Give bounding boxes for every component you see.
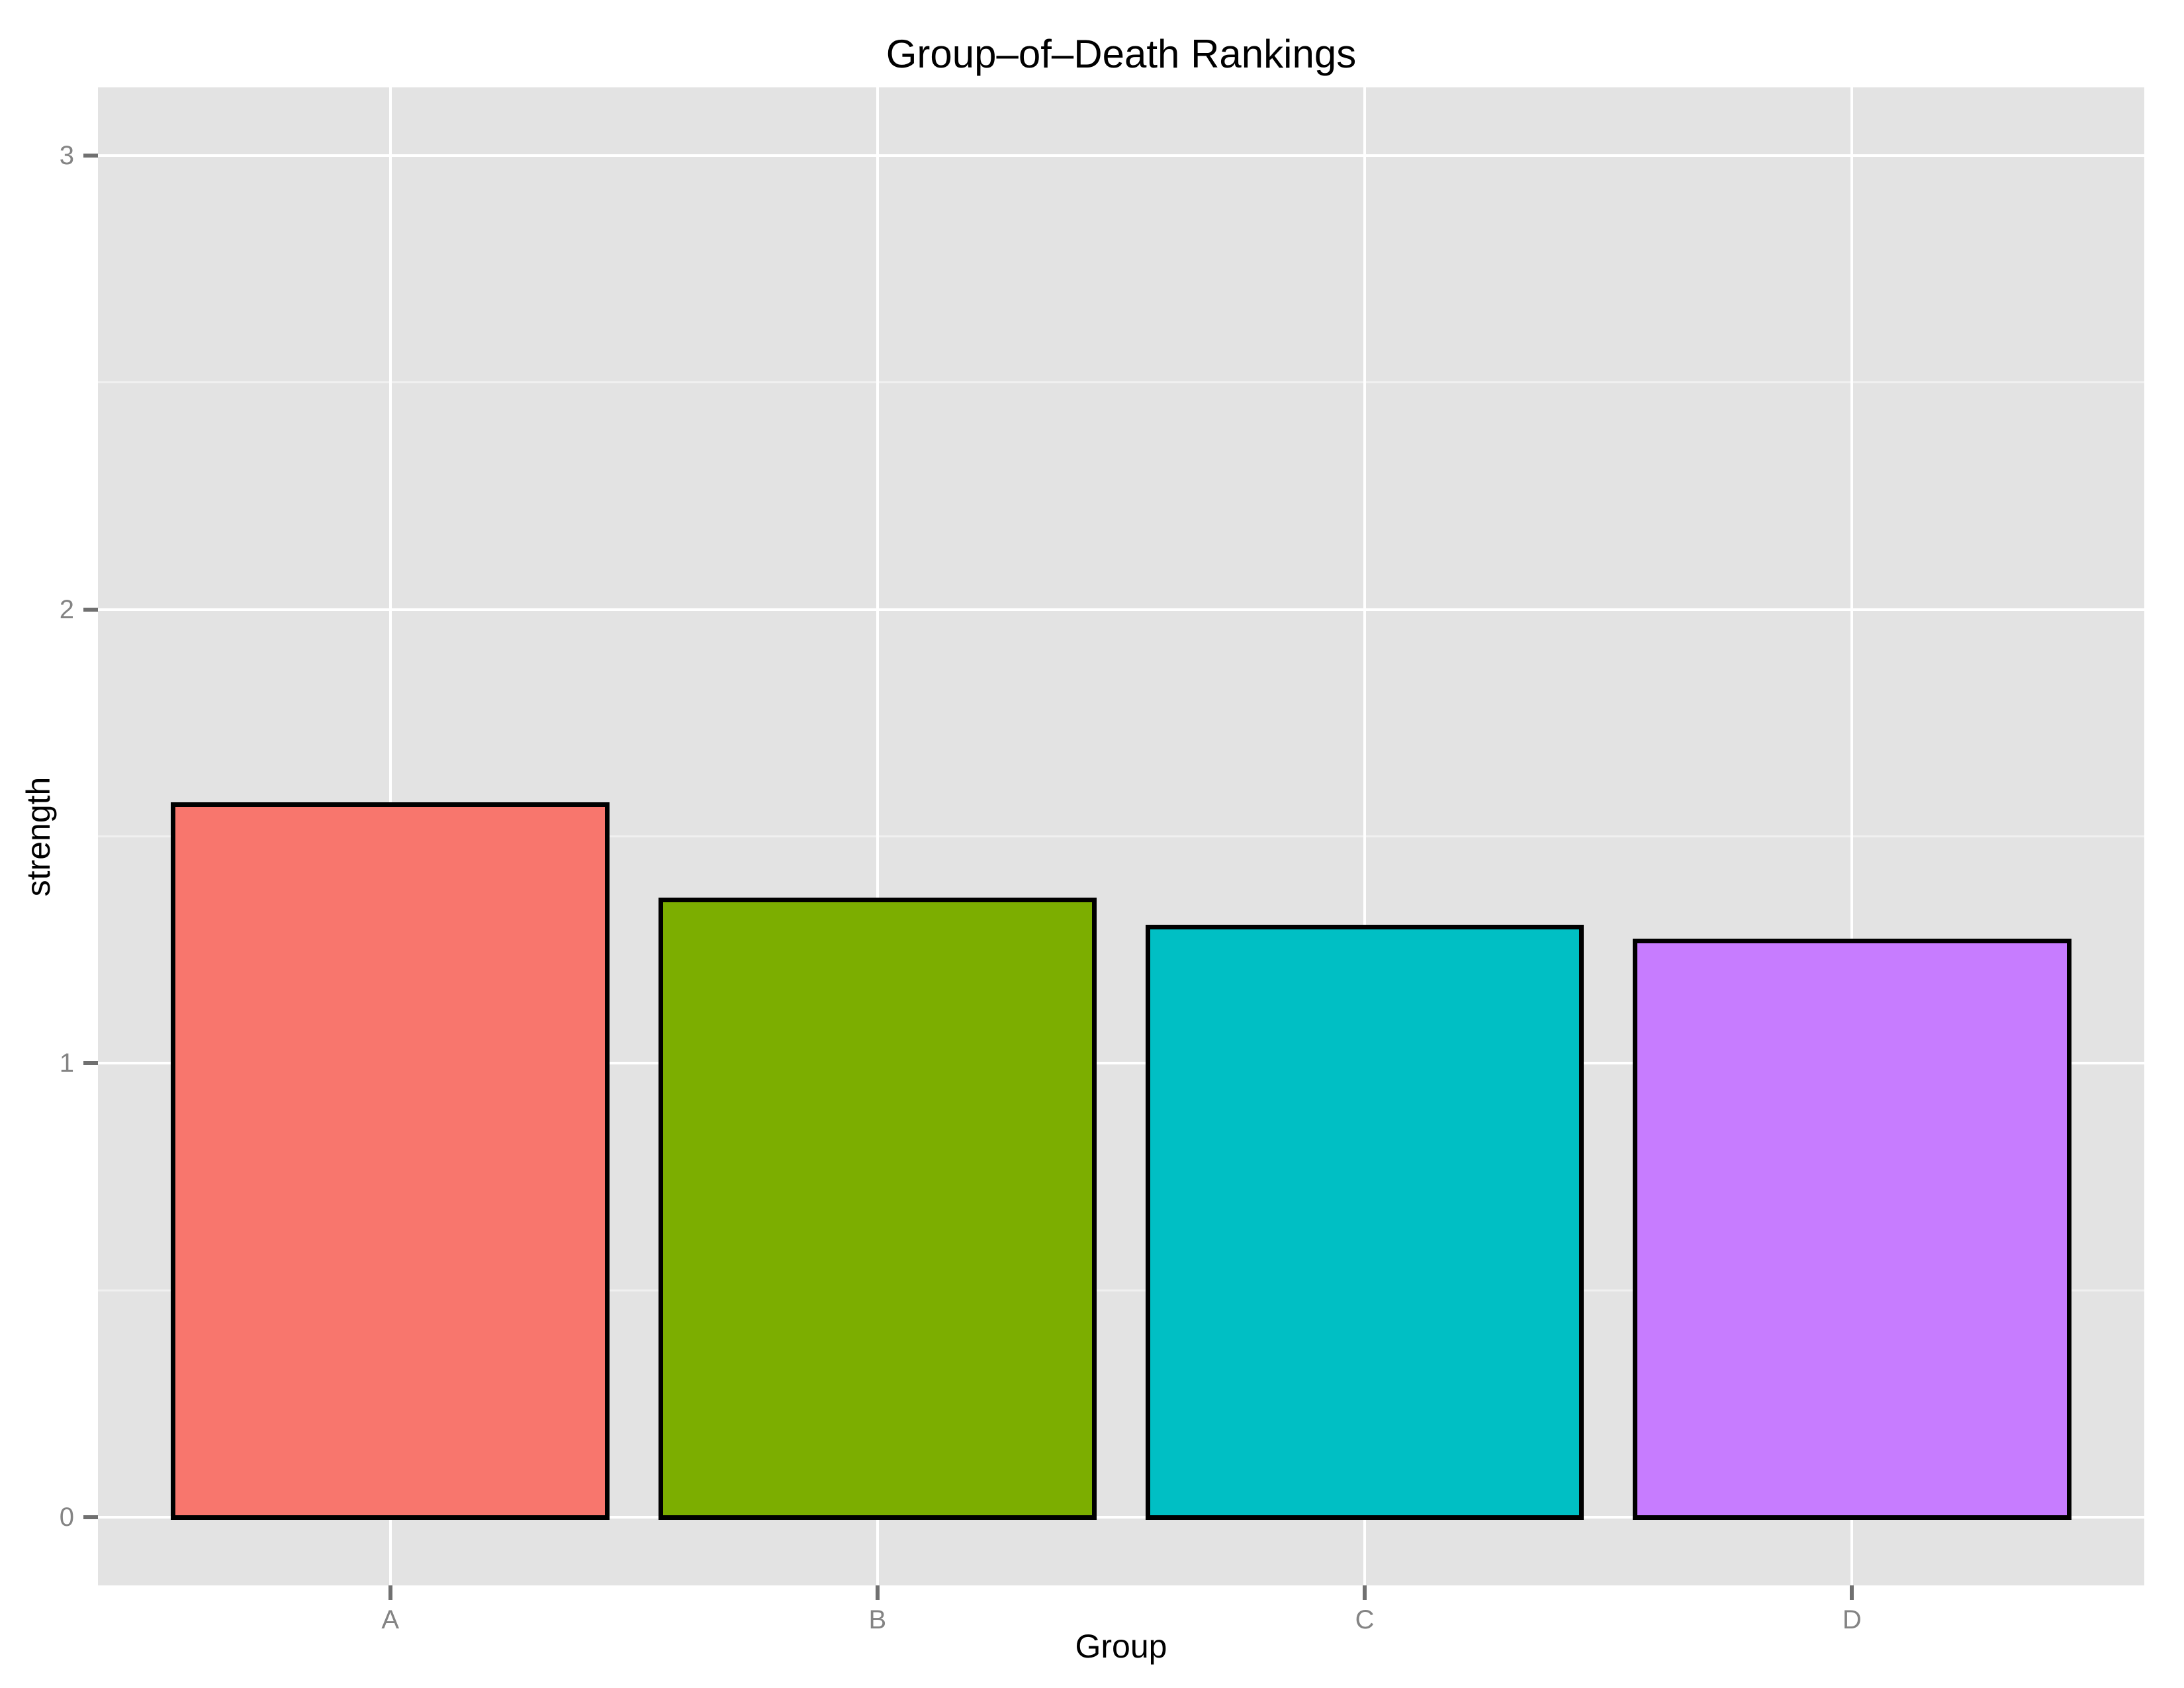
bar-d [1633, 938, 2071, 1520]
x-tick-mark [388, 1585, 392, 1600]
plot-panel [98, 87, 2144, 1585]
x-axis-title: Group [1075, 1628, 1167, 1665]
y-tick-mark [83, 153, 98, 158]
x-tick-label: A [381, 1605, 400, 1634]
gridline-major-vertical [1850, 87, 1854, 1585]
gridline-major-vertical [876, 87, 879, 1585]
chart-title: Group–of–Death Rankings [886, 32, 1357, 76]
x-tick-mark [1850, 1585, 1854, 1600]
gridline-minor-horizontal [98, 1289, 2144, 1291]
x-tick-mark [875, 1585, 880, 1600]
y-tick-mark [83, 607, 98, 612]
x-tick-label: C [1355, 1605, 1375, 1634]
gridline-major-horizontal [98, 1516, 2144, 1519]
y-tick-label: 2 [59, 594, 74, 624]
gridline-minor-horizontal [98, 835, 2144, 837]
y-tick-label: 1 [59, 1049, 74, 1078]
y-tick-mark [83, 1515, 98, 1520]
gridline-major-horizontal [98, 1062, 2144, 1065]
bar-c [1145, 925, 1584, 1520]
bar-a [171, 802, 610, 1520]
gridline-major-vertical [1363, 87, 1367, 1585]
gridline-minor-horizontal [98, 381, 2144, 384]
y-tick-label: 0 [59, 1503, 74, 1532]
x-tick-label: D [1842, 1605, 1862, 1634]
y-axis-title: strength [20, 776, 57, 896]
gridline-major-horizontal [98, 608, 2144, 611]
x-tick-mark [1363, 1585, 1367, 1600]
x-tick-label: B [868, 1605, 887, 1634]
y-tick-label: 3 [59, 140, 74, 170]
gridline-major-horizontal [98, 154, 2144, 157]
bar-b [658, 898, 1097, 1520]
y-tick-mark [83, 1061, 98, 1066]
